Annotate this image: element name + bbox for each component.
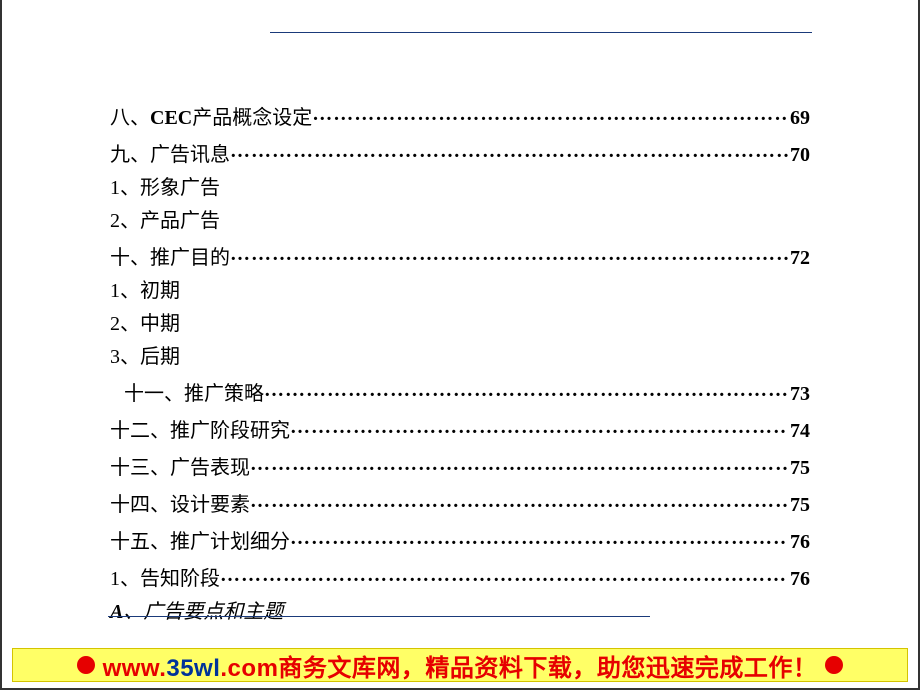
toc-subentry: 2、中期: [110, 314, 810, 334]
toc-leader-dots: [290, 528, 788, 548]
toc-label: 1、告知阶段: [110, 569, 220, 589]
toc-label: 十、推广目的: [110, 248, 230, 268]
toc-subentry: 1、形象广告: [110, 178, 810, 198]
document-page: 八、CEC产品概念设定 69 九、广告讯息 70 1、形象广告 2、产品广告 十…: [0, 0, 920, 690]
toc-page-number: 75: [788, 495, 810, 515]
toc-italic-rest: 、广告要点和主题: [123, 601, 283, 623]
footer-banner: www.35wl.com商务文库网，精品资料下载，助您迅速完成工作！: [12, 648, 908, 682]
toc-label: 十二、推广阶段研究: [110, 421, 290, 441]
toc-label: 十三、广告表现: [110, 458, 250, 478]
toc-label: 十一、推广策略: [124, 384, 264, 404]
footer-url-part: .com: [220, 655, 278, 682]
toc-entry-10: 十、推广目的 72: [110, 244, 810, 268]
toc-entry-15-1: 1、告知阶段 76: [110, 565, 810, 589]
toc-subentry: 1、初期: [110, 281, 810, 301]
toc-leader-dots: [264, 380, 788, 400]
toc-label: 十四、设计要素: [110, 495, 250, 515]
red-dot-icon: [77, 656, 95, 674]
toc-entry-8: 八、CEC产品概念设定 69: [110, 104, 810, 128]
footer-url-part: www.: [103, 655, 167, 682]
toc-rest: 产品概念设定: [192, 107, 312, 129]
toc-bold-run: CEC: [150, 107, 192, 129]
toc-leader-dots: [220, 565, 788, 585]
toc-page-number: 76: [788, 532, 810, 552]
red-dot-icon: [825, 656, 843, 674]
toc-subentry-italic: A、广告要点和主题: [110, 602, 810, 622]
toc-subentry: 3、后期: [110, 347, 810, 367]
toc-page-number: 72: [788, 248, 810, 268]
toc-italic-prefix: A: [110, 601, 123, 623]
toc-entry-13: 十三、广告表现 75: [110, 454, 810, 478]
toc-content: 八、CEC产品概念设定 69 九、广告讯息 70 1、形象广告 2、产品广告 十…: [110, 104, 810, 635]
toc-label: 九、广告讯息: [110, 145, 230, 165]
toc-entry-12: 十二、推广阶段研究 74: [110, 417, 810, 441]
toc-subentry: 2、产品广告: [110, 211, 810, 231]
footer-url-highlight: 35wl: [166, 655, 220, 682]
toc-entry-11: 十一、推广策略 73: [110, 380, 810, 404]
toc-leader-dots: [290, 417, 788, 437]
footer-tagline: 商务文库网，精品资料下载，助您迅速完成工作！: [278, 655, 817, 682]
toc-label: 八、CEC产品概念设定: [110, 108, 312, 128]
toc-page-number: 76: [788, 569, 810, 589]
toc-page-number: 69: [788, 108, 810, 128]
toc-leader-dots: [230, 244, 788, 264]
footer-text: www.35wl.com商务文库网，精品资料下载，助您迅速完成工作！: [103, 648, 818, 683]
toc-page-number: 70: [788, 145, 810, 165]
toc-label: 十五、推广计划细分: [110, 532, 290, 552]
toc-leader-dots: [250, 491, 788, 511]
header-rule: [270, 32, 812, 33]
toc-entry-14: 十四、设计要素 75: [110, 491, 810, 515]
toc-page-number: 73: [788, 384, 810, 404]
toc-prefix: 八、: [110, 107, 150, 129]
toc-leader-dots: [230, 141, 788, 161]
toc-entry-9: 九、广告讯息 70: [110, 141, 810, 165]
toc-leader-dots: [312, 104, 788, 124]
toc-page-number: 74: [788, 421, 810, 441]
toc-leader-dots: [250, 454, 788, 474]
toc-page-number: 75: [788, 458, 810, 478]
footer-rule: [108, 616, 650, 617]
toc-entry-15: 十五、推广计划细分 76: [110, 528, 810, 552]
